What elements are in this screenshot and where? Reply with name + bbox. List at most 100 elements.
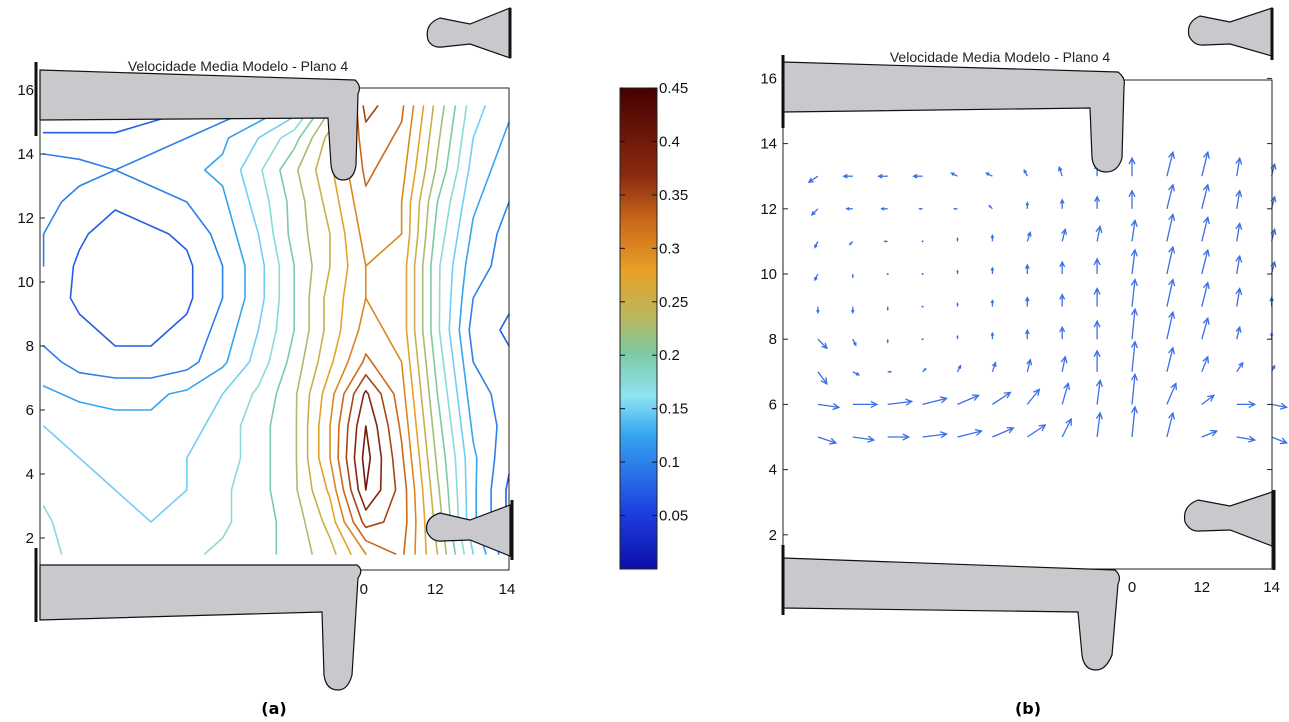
velocity-arrow xyxy=(1236,435,1257,443)
panel-a-y-tick-label: 8 xyxy=(26,338,34,355)
velocity-arrow xyxy=(886,306,889,312)
colorbar-tick-label: 0.35 xyxy=(659,187,688,204)
velocity-arrow xyxy=(991,361,997,373)
velocity-arrow xyxy=(921,305,924,308)
panel-b-y-tick-label: 10 xyxy=(760,266,777,283)
panel-a-caption: (a) xyxy=(261,699,286,718)
velocity-arrow xyxy=(1059,198,1065,209)
velocity-arrow xyxy=(1130,218,1138,242)
velocity-arrow xyxy=(1271,436,1288,445)
velocity-arrow xyxy=(814,273,819,282)
contour-line xyxy=(361,425,372,491)
velocity-arrow xyxy=(1026,358,1033,372)
velocity-arrow xyxy=(851,274,854,279)
velocity-arrow xyxy=(990,299,995,307)
velocity-arrow xyxy=(852,338,857,347)
velocity-arrow xyxy=(1201,316,1210,340)
velocity-arrow xyxy=(810,208,819,216)
panel-b-y-tick-label: 14 xyxy=(760,136,777,153)
quiver-plot xyxy=(807,150,1289,445)
velocity-arrow xyxy=(956,334,959,340)
velocity-arrow xyxy=(1095,378,1103,405)
colorbar: 0.05 0.1 0.15 0.2 0.25 0.3 0.35 0.4 0.45 xyxy=(619,80,688,570)
panel-b-caption: (b) xyxy=(1015,699,1041,718)
velocity-arrow xyxy=(1166,245,1176,275)
velocity-arrow xyxy=(1061,227,1068,242)
velocity-arrow xyxy=(1095,411,1103,438)
velocity-arrow xyxy=(852,435,876,443)
velocity-arrow xyxy=(1059,325,1066,340)
velocity-arrow xyxy=(817,436,838,445)
velocity-arrow xyxy=(1201,429,1219,438)
panel-a-y-tick-label: 6 xyxy=(26,402,34,419)
velocity-arrow xyxy=(1166,382,1177,405)
velocity-arrow xyxy=(957,428,983,438)
velocity-arrow xyxy=(817,371,828,385)
velocity-arrow xyxy=(887,398,914,406)
colorbar-gradient xyxy=(619,87,658,570)
velocity-arrow xyxy=(1235,254,1243,275)
panel-b-axes-frame xyxy=(782,79,1273,570)
panel-a-y-tick-label: 2 xyxy=(26,530,34,547)
velocity-arrow xyxy=(1166,310,1176,340)
velocity-arrow xyxy=(990,266,995,274)
velocity-arrow xyxy=(922,396,949,406)
velocity-arrow xyxy=(1093,257,1101,274)
velocity-arrow xyxy=(1059,293,1066,307)
velocity-arrow xyxy=(956,364,962,373)
velocity-arrow xyxy=(1130,340,1138,372)
velocity-arrow xyxy=(1130,248,1138,275)
velocity-arrow xyxy=(990,233,995,242)
velocity-arrow xyxy=(852,371,861,376)
velocity-arrow xyxy=(1128,156,1136,177)
panel-a-y-tick-label: 4 xyxy=(26,466,34,483)
velocity-arrow xyxy=(992,426,1015,438)
velocity-arrow xyxy=(1235,287,1243,307)
panel-a-top-left-fitting xyxy=(39,69,361,181)
velocity-arrow xyxy=(1166,212,1176,242)
velocity-arrow xyxy=(852,400,879,408)
colorbar-tick-label: 0.15 xyxy=(659,401,688,418)
velocity-arrow xyxy=(816,306,820,315)
panel-b-top-right-fitting xyxy=(1187,7,1273,57)
velocity-arrow xyxy=(1271,402,1289,410)
velocity-arrow xyxy=(1024,296,1030,307)
panel-b-y-tick-label: 6 xyxy=(769,396,777,413)
contour-line xyxy=(295,105,448,555)
panel-b-y-tick-label: 16 xyxy=(760,70,777,87)
velocity-arrow xyxy=(992,391,1012,405)
velocity-arrow xyxy=(1128,189,1136,209)
velocity-arrow xyxy=(1166,150,1175,177)
velocity-arrow xyxy=(814,241,819,249)
velocity-arrow xyxy=(918,207,923,210)
panel-b-x-axis: 0 12 14 xyxy=(1128,579,1280,596)
panel-b-x-tick-label: 0 xyxy=(1128,579,1136,596)
velocity-arrow xyxy=(887,433,911,441)
velocity-arrow xyxy=(1166,183,1175,209)
velocity-arrow xyxy=(957,394,980,405)
contour-plot xyxy=(42,105,510,555)
velocity-arrow xyxy=(886,339,889,344)
panel-b-top-left-fitting xyxy=(782,61,1125,173)
velocity-arrow xyxy=(1024,328,1030,340)
velocity-arrow xyxy=(1235,325,1242,340)
velocity-arrow xyxy=(1201,215,1210,242)
velocity-arrow xyxy=(1093,319,1101,340)
panel-a-bottom-left-fitting xyxy=(39,564,362,691)
velocity-arrow xyxy=(1026,231,1032,242)
velocity-arrow xyxy=(1023,168,1028,177)
panel-b: 2 4 6 8 10 12 14 16 0 12 14 Velocidade Media Mode… xyxy=(760,7,1289,718)
velocity-arrow xyxy=(1201,355,1210,373)
velocity-arrow xyxy=(1235,221,1243,242)
panel-a-x-tick-label: 12 xyxy=(427,581,444,598)
velocity-arrow xyxy=(1061,382,1071,405)
panel-a-y-axis: 2 4 6 8 10 12 14 16 xyxy=(17,82,45,547)
colorbar-tick-label: 0.2 xyxy=(659,347,680,364)
velocity-arrow xyxy=(1166,411,1175,438)
velocity-arrow xyxy=(1236,400,1257,408)
velocity-arrow xyxy=(922,431,949,439)
panel-b-x-tick-label: 12 xyxy=(1193,579,1210,596)
velocity-arrow xyxy=(1025,201,1030,209)
panel-b-y-tick-label: 8 xyxy=(769,331,777,348)
